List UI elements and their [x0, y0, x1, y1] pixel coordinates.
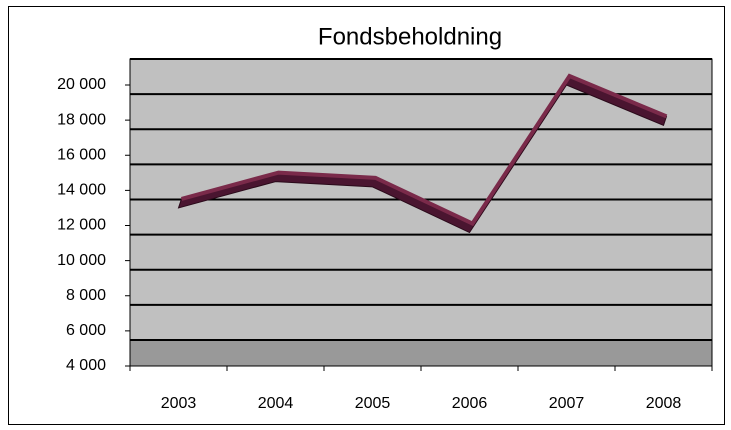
y-tick-label: 4 000: [66, 357, 106, 374]
x-tick-label: 2004: [258, 395, 294, 412]
y-tick-label: 14 000: [57, 182, 106, 199]
y-tick-label: 16 000: [57, 146, 106, 163]
x-tick-label: 2005: [355, 395, 391, 412]
floor: [129, 339, 713, 367]
y-tick-label: 18 000: [57, 111, 106, 128]
y-tick-label: 20 000: [57, 76, 106, 93]
y-tick-label: 12 000: [57, 217, 106, 234]
y-tick-label: 8 000: [66, 287, 106, 304]
line: [180, 73, 668, 227]
y-tick-label: 6 000: [66, 322, 106, 339]
chart-title: Fondsbeholdning: [318, 23, 502, 50]
y-tick-label: 10 000: [57, 252, 106, 269]
x-tick-label: 2008: [646, 395, 682, 412]
x-tick-label: 2003: [161, 395, 197, 412]
x-tick-label: 2006: [452, 395, 488, 412]
x-tick-label: 2007: [549, 395, 585, 412]
